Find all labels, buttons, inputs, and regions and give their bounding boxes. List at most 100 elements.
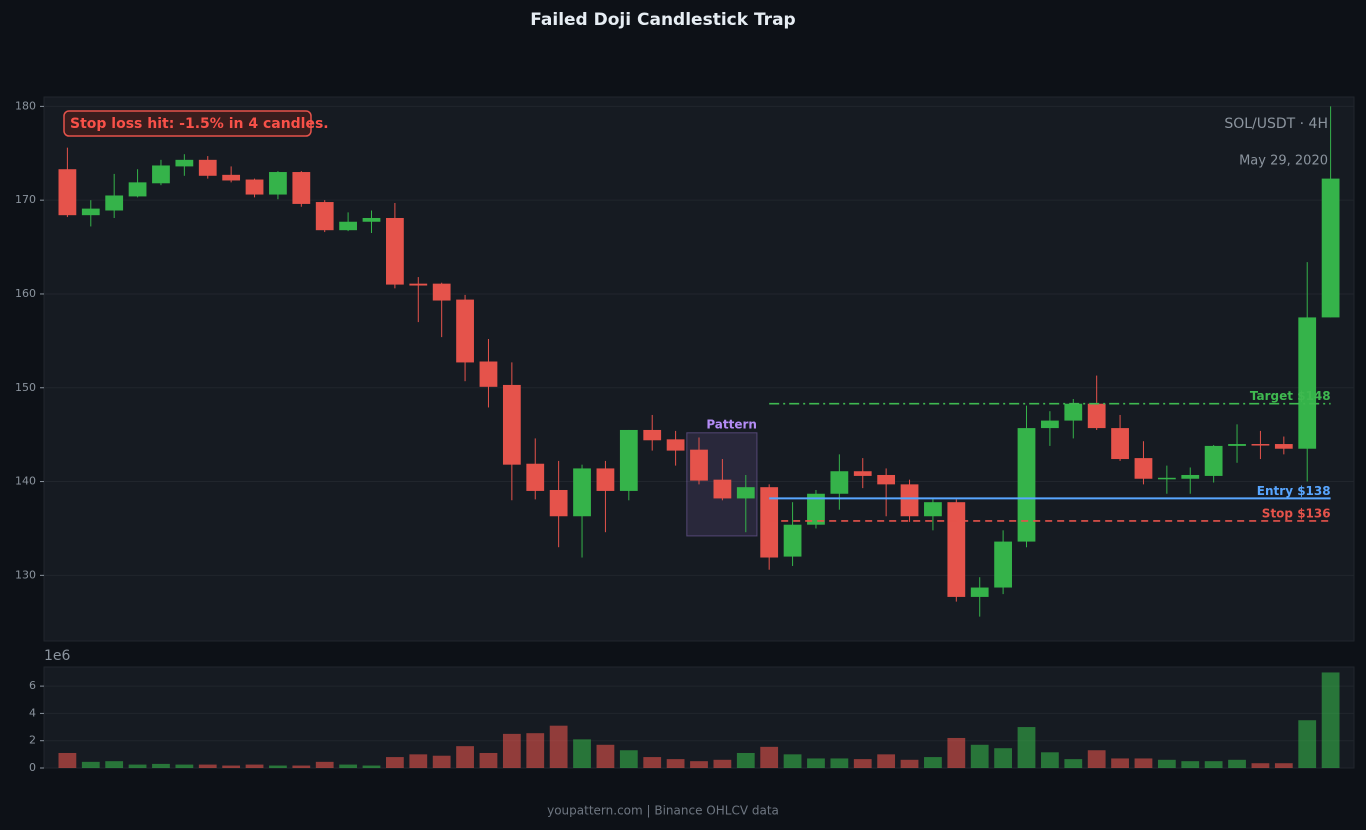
candle-body — [994, 541, 1012, 588]
y-tick-label: 150 — [15, 381, 36, 394]
volume-bar — [386, 757, 404, 768]
date-label: May 29, 2020 — [1239, 154, 1328, 169]
candle-body — [105, 195, 124, 211]
volume-bar — [409, 754, 428, 768]
volume-bar — [526, 733, 545, 768]
candle-body — [830, 471, 849, 494]
candle-body — [245, 179, 264, 195]
y-tick-label: 130 — [15, 568, 36, 581]
candle-body — [643, 429, 662, 441]
volume-bar — [175, 764, 194, 768]
candle-body — [315, 202, 334, 231]
chart-title: Failed Doji Candlestick Trap — [530, 10, 795, 30]
volume-bar — [807, 758, 825, 768]
candle-body — [573, 468, 591, 517]
volume-bar — [362, 765, 381, 768]
volume-bar — [900, 759, 919, 768]
volume-bar — [690, 761, 708, 768]
candle-body — [456, 299, 474, 363]
volume-bar — [736, 752, 755, 768]
volume-bar — [81, 761, 100, 768]
candle-body — [175, 159, 194, 167]
volume-bar — [947, 737, 966, 768]
volume-panel — [43, 666, 1355, 769]
volume-bar — [1064, 759, 1083, 768]
candle-body — [502, 384, 521, 465]
y-tick-label: 170 — [15, 193, 36, 206]
y-tick-label: 140 — [15, 475, 36, 488]
y-tick-label: 180 — [15, 99, 36, 112]
volume-y-tick-label: 4 — [29, 706, 36, 719]
volume-bar — [783, 754, 802, 768]
candle-body — [81, 208, 100, 216]
candle-body — [526, 463, 545, 491]
volume-bar — [1251, 763, 1270, 768]
candle-body — [666, 439, 685, 451]
volume-bar — [643, 757, 662, 768]
candle-body — [1111, 428, 1129, 460]
level-label: Entry $138 — [1257, 484, 1331, 498]
candle-body — [549, 489, 568, 517]
volume-bar — [549, 725, 568, 768]
candle-body — [409, 283, 428, 286]
volume-bar — [456, 746, 474, 768]
candle-body — [1204, 445, 1223, 476]
candle-body — [807, 493, 825, 525]
volume-bar — [994, 748, 1012, 768]
volume-bar — [105, 761, 124, 768]
volume-bar — [222, 765, 241, 768]
candle-body — [1251, 444, 1270, 446]
volume-y-tick-label: 2 — [29, 734, 36, 747]
volume-bar — [1087, 750, 1106, 768]
volume-bar — [573, 739, 591, 768]
volume-bar — [502, 733, 521, 768]
annotation-box — [63, 110, 312, 137]
candle-body — [339, 221, 357, 231]
volume-bar — [292, 765, 311, 768]
volume-bar — [1181, 761, 1200, 768]
volume-bar — [830, 758, 849, 768]
candle-body — [736, 487, 755, 499]
candle-body — [947, 502, 966, 597]
candle-body — [1157, 477, 1176, 480]
candle-body — [1298, 317, 1317, 449]
candle-body — [1134, 458, 1153, 479]
volume-bar — [269, 765, 287, 768]
volume-bar — [1274, 763, 1293, 768]
volume-bar — [1111, 758, 1129, 768]
candle-body — [924, 502, 942, 517]
footer: youpattern.com | Binance OHLCV data — [547, 804, 779, 818]
volume-bar — [152, 763, 170, 768]
candle-body — [58, 169, 77, 216]
volume-y-tick-label: 6 — [29, 679, 36, 692]
candle-body — [1017, 428, 1036, 542]
volume-bar — [619, 750, 638, 768]
volume-bar — [1041, 752, 1059, 768]
candle-body — [198, 159, 217, 176]
candle-body — [292, 172, 311, 204]
volume-bar — [877, 754, 896, 768]
volume-bar — [666, 759, 685, 768]
annotation: Stop loss hit: -1.5% in 4 candles. — [70, 116, 329, 132]
pattern-label: Pattern — [706, 417, 757, 431]
volume-bar — [713, 759, 732, 768]
candle-body — [432, 283, 451, 301]
candle-body — [853, 471, 872, 476]
candle-body — [900, 484, 919, 517]
candle-body — [1228, 444, 1246, 446]
volume-bar — [339, 764, 357, 768]
candle-body — [269, 172, 287, 195]
volume-y-tick-label: 0 — [29, 761, 36, 774]
volume-bar — [970, 744, 989, 768]
candle-body — [1274, 444, 1293, 449]
pair-label: SOL/USDT · 4H — [1224, 116, 1328, 132]
volume-bar — [1134, 758, 1153, 768]
volume-bar — [1157, 759, 1176, 768]
volume-bar — [596, 744, 615, 768]
candle-body — [386, 217, 404, 285]
volume-bar — [1017, 727, 1036, 768]
volume-bar — [245, 764, 264, 768]
candle-body — [1087, 403, 1106, 429]
y-tick-label: 160 — [15, 287, 36, 300]
